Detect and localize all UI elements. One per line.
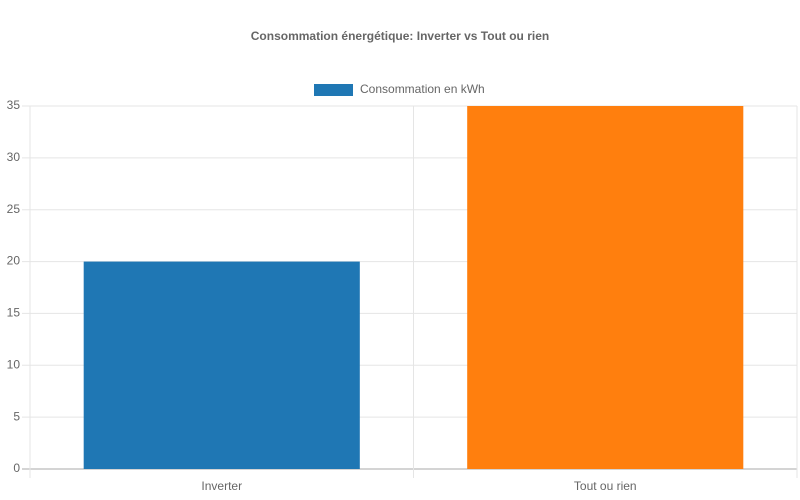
bar <box>467 106 744 469</box>
y-tick-label: 20 <box>7 254 21 268</box>
y-tick-label: 5 <box>13 409 20 423</box>
legend-swatch <box>314 84 353 96</box>
y-tick-label: 35 <box>7 98 21 112</box>
x-tick-label: Inverter <box>201 479 242 493</box>
y-tick-label: 15 <box>7 306 21 320</box>
y-tick-label: 25 <box>7 202 21 216</box>
y-tick-label: 10 <box>7 357 21 371</box>
y-tick-label: 0 <box>13 461 20 475</box>
y-tick-label: 30 <box>7 150 21 164</box>
chart-title: Consommation énergétique: Inverter vs To… <box>251 29 549 43</box>
x-tick-label: Tout ou rien <box>574 479 637 493</box>
legend-label: Consommation en kWh <box>360 82 485 96</box>
bar <box>83 261 360 469</box>
